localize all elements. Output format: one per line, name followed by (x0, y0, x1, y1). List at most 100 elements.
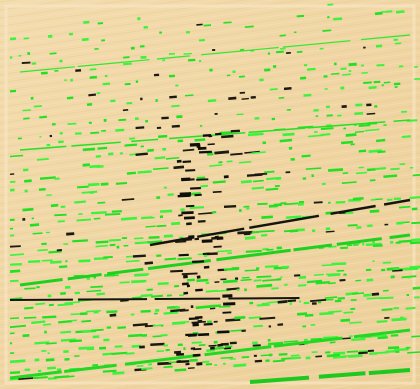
dark-dash (228, 96, 237, 101)
dark-speck (183, 274, 188, 279)
green-dash (86, 289, 102, 293)
streak (361, 34, 411, 41)
dark-dash (196, 23, 203, 26)
green-dash (137, 170, 152, 174)
green-dash (363, 81, 372, 84)
green-dash (239, 161, 252, 164)
green-dash (266, 248, 274, 251)
dark-dash (315, 355, 323, 358)
green-dash (343, 311, 354, 314)
green-dash (262, 278, 278, 282)
green-dash (210, 304, 221, 308)
green-dash (393, 267, 409, 270)
green-dash (163, 234, 173, 238)
green-dash (48, 250, 62, 254)
green-dash (368, 149, 383, 153)
green-dash (200, 184, 208, 188)
green-dash (248, 316, 262, 320)
green-dash (104, 273, 115, 277)
dark-dash (171, 124, 180, 128)
dark-speck (203, 322, 213, 326)
dark-speck (181, 177, 191, 182)
dark-dash (283, 87, 292, 91)
dark-speck (195, 288, 203, 292)
streak (9, 370, 62, 380)
green-dash (95, 155, 102, 158)
green-dash (314, 273, 324, 276)
green-dash (207, 99, 217, 103)
dark-dash (366, 112, 376, 115)
green-dash (112, 371, 125, 375)
green-dash (36, 158, 49, 161)
dark-dash (313, 201, 323, 204)
green-dash (374, 11, 383, 16)
green-dash (333, 351, 346, 355)
green-dash (252, 179, 264, 183)
green-dash (183, 52, 192, 55)
green-dash (82, 163, 91, 167)
green-dash (89, 68, 97, 71)
green-dash (393, 82, 401, 86)
streak (124, 353, 199, 366)
green-dash (260, 234, 268, 237)
green-dash (301, 154, 311, 158)
streak (19, 278, 63, 287)
green-dash (42, 315, 57, 319)
dark-dash (209, 307, 216, 310)
green-dash (401, 135, 411, 139)
green-dash (326, 272, 341, 276)
green-dash (171, 104, 180, 108)
green-dash (385, 10, 393, 13)
dark-speck (182, 282, 189, 286)
green-dash (264, 265, 279, 268)
green-dash (54, 213, 67, 217)
streak (353, 328, 411, 339)
streak (77, 59, 150, 68)
green-dash (95, 244, 109, 248)
green-dash (97, 146, 108, 150)
dark-dash (135, 126, 145, 130)
green-dash (238, 75, 245, 78)
streak (318, 371, 366, 379)
green-dash (257, 202, 268, 206)
green-dash (230, 329, 243, 332)
green-dash (76, 185, 89, 189)
green-dash (401, 275, 417, 279)
green-dash (147, 148, 154, 152)
dark-dash (197, 220, 206, 223)
green-dash (9, 279, 19, 283)
green-dash (90, 131, 100, 134)
dark-speck (203, 265, 210, 269)
green-dash (28, 260, 41, 263)
green-dash (60, 291, 66, 295)
green-dash (251, 230, 260, 234)
green-dash (398, 239, 412, 243)
green-dash (158, 134, 168, 138)
green-dash (24, 179, 32, 183)
streak (67, 273, 102, 281)
dark-speck (207, 143, 215, 146)
green-dash (163, 311, 179, 315)
dark-speck (224, 347, 232, 350)
green-dash (383, 81, 391, 84)
green-dash (342, 172, 349, 175)
green-dash (123, 62, 132, 66)
green-dash (106, 310, 118, 314)
green-dash (117, 326, 126, 329)
green-dash (195, 305, 212, 310)
dark-speck (213, 245, 222, 248)
dark-dash (175, 240, 187, 244)
green-dash (382, 289, 389, 292)
green-dash (376, 64, 385, 67)
streak (273, 336, 343, 348)
green-dash (264, 170, 275, 174)
green-dash (407, 351, 420, 354)
streak (307, 121, 386, 129)
texture-marks (9, 3, 420, 384)
green-dash (379, 296, 394, 300)
dark-speck (217, 343, 223, 347)
green-dash (244, 269, 259, 272)
dark-dash (198, 212, 214, 215)
green-dash (366, 297, 382, 300)
dark-speck (223, 175, 229, 179)
